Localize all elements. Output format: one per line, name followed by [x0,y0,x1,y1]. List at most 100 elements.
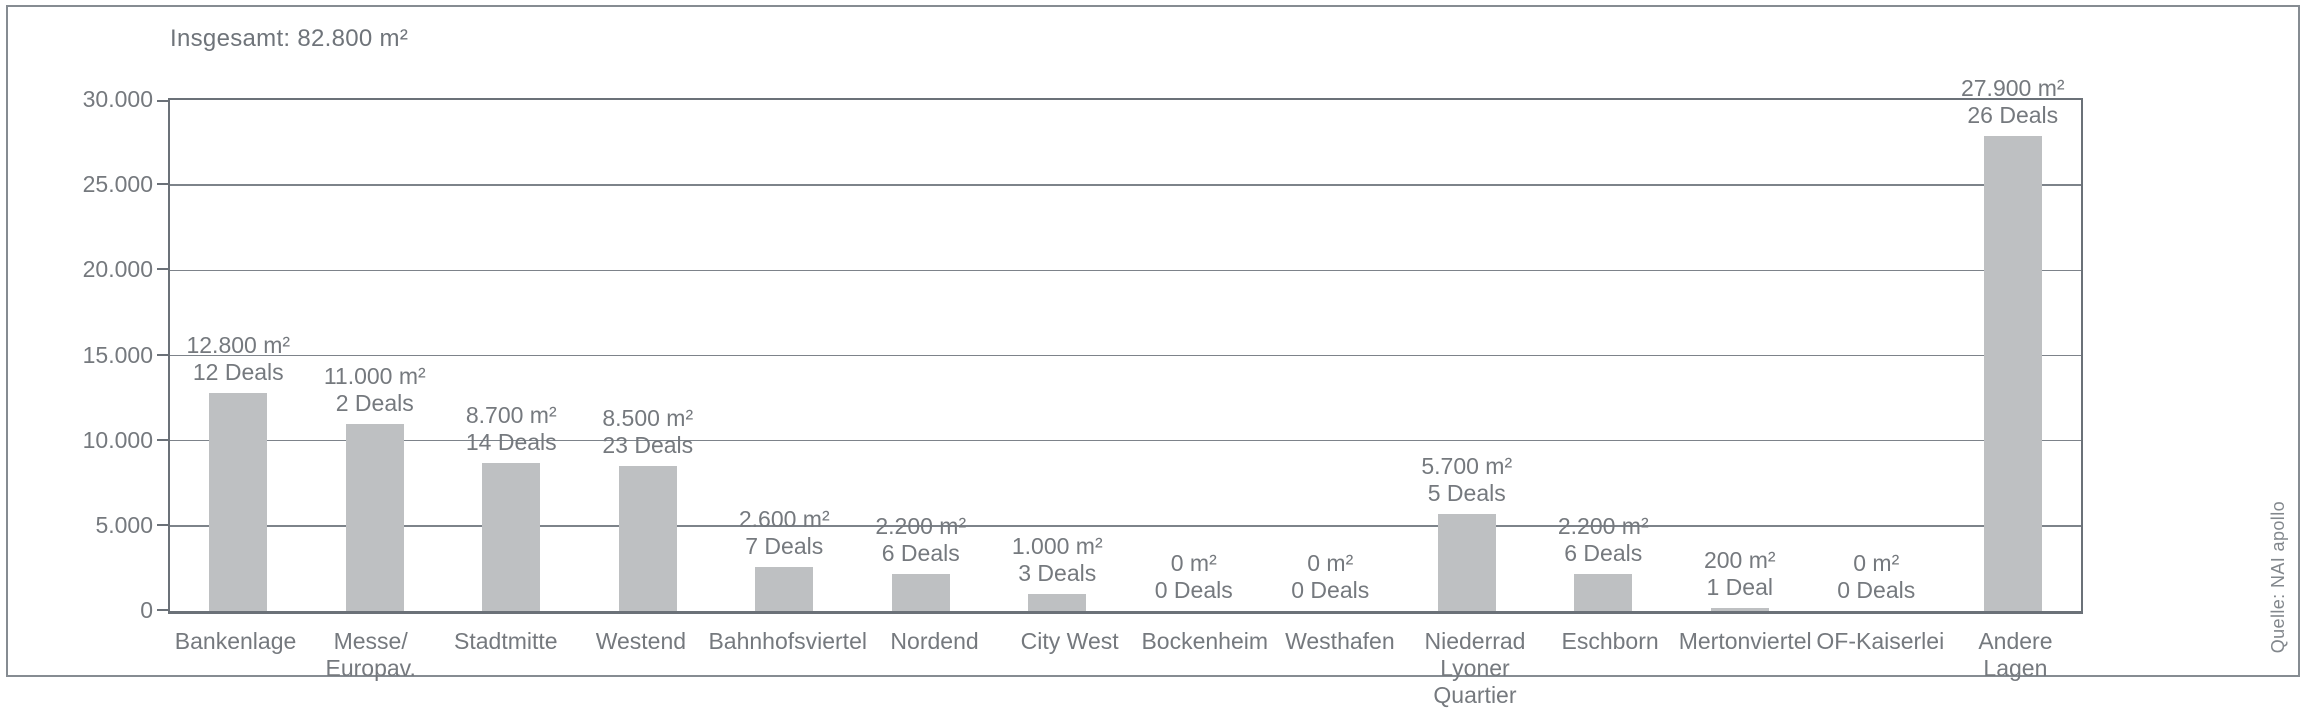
bar-deals-label: 14 Deals [465,428,557,455]
bar-deals-label: 26 Deals [1967,101,2059,128]
bar-group: 0 m² 0 Deals [1262,100,1399,611]
bar-group: 1.000 m² 3 Deals [989,100,1126,611]
bar-group: 200 m² 1 Deal [1672,100,1809,611]
gridline [170,269,2081,272]
bar-deals-label: 6 Deals [1564,539,1643,566]
bar [209,393,268,611]
y-tick-label: 25.000 [82,171,153,198]
bar-value-label: 11.000 m² 2 Deals [324,363,426,417]
bar-value-label: 0 m² 0 Deals [1837,550,1915,604]
bar-area-label: 8.500 m² [602,405,694,432]
x-axis-label: Westend [595,628,687,654]
bar-area-label: 0 m² [1307,550,1354,576]
bar-area-label: 0 m² [1853,550,1900,576]
x-axis-labels: Bankenlage Messe/ Europav. Stadtmitte Weste… [168,628,2083,709]
bar [755,566,814,611]
y-axis-tick [157,438,168,441]
y-tick-label: 15.000 [82,341,153,368]
y-tick-label: 20.000 [82,256,153,283]
bar-group: 12.800 m² 12 Deals [170,100,307,611]
y-axis-tick [157,353,168,356]
bar-group: 5.700 m² 5 Deals [1399,100,1536,611]
x-axis-label: OF-Kaiserlei [1816,628,1945,654]
gridline [170,525,2081,527]
y-axis-tick [157,183,168,186]
chart-title: Insgesamt: 82.800 m² [170,25,409,52]
bar-deals-label: 2 Deals [335,389,414,416]
bar-deals-label: 5 Deals [1427,479,1506,506]
bar [1437,513,1496,611]
bar-area-label: 2.200 m² [1557,512,1649,539]
bar-group: 2.200 m² 6 Deals [853,100,990,611]
bar-deals-label: 6 Deals [881,539,960,566]
bar-group: 11.000 m² 2 Deals [307,100,444,611]
bar-area-label: 2.200 m² [875,512,967,539]
bar-area-label: 2.600 m² [738,505,830,532]
bar-area-label: 1.000 m² [1011,533,1103,559]
bar-value-label: 8.500 m² 23 Deals [602,405,693,459]
y-tick-label: 5.000 [95,511,153,538]
bar [1710,607,1769,611]
bar [482,462,541,611]
x-axis-label: Andere Lagen [1978,628,2053,681]
bar-value-label: 200 m² 1 Deal [1704,547,1776,601]
bar-area-label: 27.900 m² [1960,74,2065,101]
bar-area-label: 12.800 m² [186,332,291,358]
bar-group: 2.200 m² 6 Deals [1535,100,1672,611]
source-caption: Quelle: NAI apollo [2268,500,2288,653]
bar-value-label: 8.700 m² 14 Deals [466,402,557,456]
gridline [170,439,2081,442]
y-axis-tick [157,609,168,611]
x-axis-label: Mertonviertel [1678,628,1812,654]
bar-area-label: 0 m² [1170,550,1217,576]
bar-value-label: 1.000 m² 3 Deals [1012,533,1103,587]
x-axis-label: Westhafen [1285,628,1395,654]
x-axis-label: Stadtmitte [454,628,558,654]
gridline [170,354,2081,357]
y-tick-label: 0 [140,597,153,623]
bar-area-label: 11.000 m² [323,362,426,389]
x-axis-label: Niederrad Lyoner Quartier [1424,628,1526,708]
bar-deals-label: 12 Deals [192,359,284,385]
bar-deals-label: 0 Deals [1837,577,1916,603]
y-tick-label: 30.000 [82,86,153,112]
plot-area: 30.000 25.000 20.000 15.000 10.000 5.000 0 12.… [83,75,2083,623]
bar-group: 0 m² 0 Deals [1808,100,1945,611]
bar [618,466,677,611]
y-axis-tick [157,268,168,271]
bar [345,423,404,611]
bar-group: 8.700 m² 14 Deals [443,100,580,611]
bar-value-label: 2.600 m² 7 Deals [739,506,830,560]
x-axis-label: Messe/ Europav. [325,628,416,681]
x-axis-label: Bankenlage [174,628,297,654]
bar-group: 0 m² 0 Deals [1126,100,1263,611]
bar-value-label: 2.200 m² 6 Deals [1558,513,1649,567]
bar-value-label: 2.200 m² 6 Deals [875,513,966,567]
bar-deals-label: 7 Deals [745,532,824,559]
x-axis-label: Eschborn [1561,628,1659,654]
bar-deals-label: 0 Deals [1291,577,1370,603]
bar-value-label: 0 m² 0 Deals [1291,550,1369,604]
bar-group: 8.500 m² 23 Deals [580,100,717,611]
chart-frame: Insgesamt: 82.800 m² 30.000 25.000 20.000 1… [6,5,2300,708]
bar [1983,135,2042,611]
bar [1574,573,1633,611]
bar-group: 2.600 m² 7 Deals [716,100,853,611]
bar-area-label: 5.700 m² [1421,452,1513,479]
bar [891,573,950,611]
bar-area-label: 200 m² [1703,546,1776,573]
bar-group: 27.900 m² 26 Deals [1945,75,2082,611]
bar-series: 12.800 m² 12 Deals 11.000 m² 2 Deals 8.700 m… [170,75,2082,611]
bar-value-label: 0 m² 0 Deals [1155,550,1233,604]
bar-value-label: 12.800 m² 12 Deals [186,332,290,386]
x-axis-label: Nordend [890,628,979,654]
y-axis-tick [157,523,168,526]
x-axis-label: Bockenheim [1141,628,1269,654]
gridline [170,184,2081,186]
bar-deals-label: 23 Deals [602,432,694,459]
bar-deals-label: 0 Deals [1154,577,1233,603]
bar-deals-label: 3 Deals [1018,560,1097,586]
bar-deals-label: 1 Deal [1706,573,1773,600]
bar [1028,594,1087,611]
x-axis-label: Bahnhofsviertel [708,628,867,654]
